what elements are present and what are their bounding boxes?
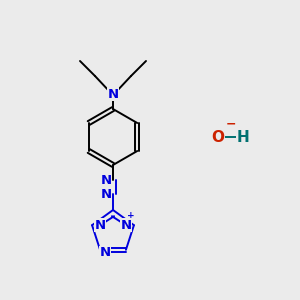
Text: H: H xyxy=(237,130,249,145)
Text: N: N xyxy=(100,246,111,259)
Text: O: O xyxy=(212,130,224,145)
Text: +: + xyxy=(127,211,135,220)
Text: N: N xyxy=(107,88,118,100)
Text: −: − xyxy=(226,118,236,131)
Text: N: N xyxy=(100,188,112,200)
Text: N: N xyxy=(94,219,106,232)
Text: N: N xyxy=(100,173,112,187)
Text: N: N xyxy=(120,219,131,232)
